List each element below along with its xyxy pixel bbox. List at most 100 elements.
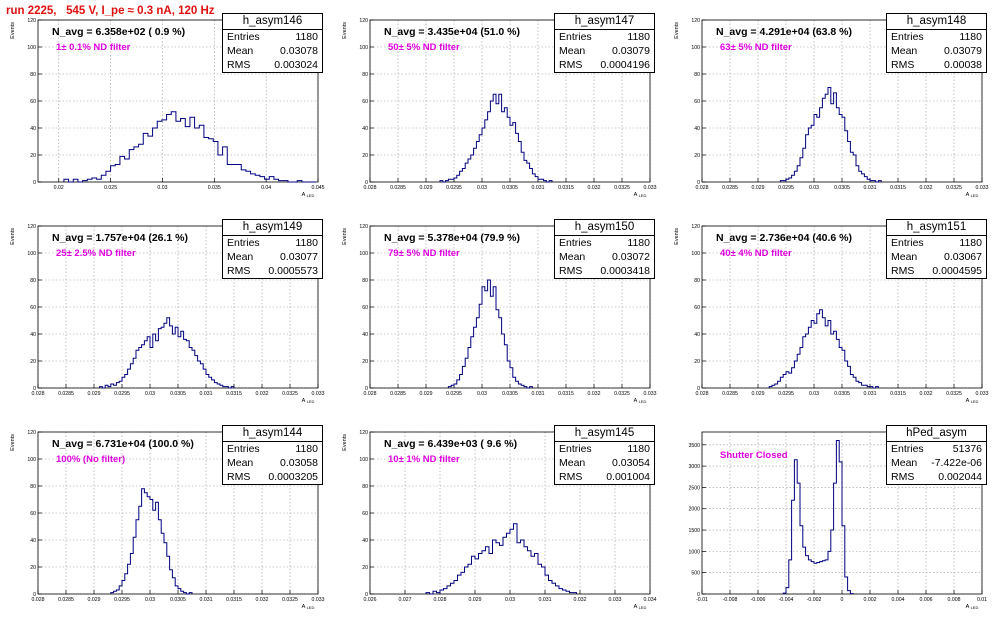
x-tick-label: 0.032: [920, 391, 933, 397]
histogram-bin: [552, 583, 556, 594]
histogram-bin: [820, 562, 823, 594]
stats-value: 0.03079: [612, 44, 650, 58]
x-axis-label: A LED: [966, 398, 979, 404]
histogram-bin: [116, 383, 119, 388]
y-tick-label: 40: [362, 538, 368, 544]
x-tick-label: 0.04: [261, 185, 271, 191]
x-tick-label: 0.034: [644, 597, 657, 603]
x-tick-label: 0.031: [539, 597, 552, 603]
y-tick-label: 0: [365, 180, 368, 186]
histogram-bin: [836, 441, 839, 594]
histogram-bin: [136, 350, 139, 388]
histogram-bin: [853, 155, 856, 182]
histogram-bin: [148, 136, 153, 182]
stats-value: 0.0005573: [268, 264, 318, 278]
histogram-bin: [274, 179, 279, 182]
histogram-bin: [831, 334, 834, 388]
x-tick-label: 0.0305: [170, 597, 186, 603]
x-tick-label: 0.033: [976, 185, 989, 191]
histogram-bin: [489, 554, 493, 595]
histogram-bin: [806, 135, 809, 182]
stats-value: 0.002044: [938, 470, 982, 484]
y-tick-label: 100: [359, 251, 368, 257]
x-tick-label: 0.028: [434, 597, 447, 603]
histogram-bin: [806, 334, 809, 388]
y-tick-label: 20: [694, 153, 700, 159]
histogram-bin: [485, 291, 488, 388]
histogram-name: hPed_asym: [887, 426, 986, 442]
histogram-bin: [157, 121, 162, 182]
histogram-bin: [831, 104, 834, 182]
histogram-bin: [524, 160, 527, 182]
histogram-bin: [513, 377, 516, 388]
x-tick-label: 0.0285: [390, 391, 406, 397]
histogram-bin: [500, 545, 504, 594]
histogram-bin: [457, 380, 460, 388]
histogram-bin: [170, 570, 173, 594]
histogram-bin: [125, 375, 128, 389]
stats-value: 51376: [953, 442, 982, 456]
histogram-bin: [862, 174, 865, 182]
histogram-bin: [472, 556, 476, 594]
histogram-bin: [516, 381, 519, 388]
histogram-bin: [460, 375, 463, 389]
histogram-name: h_asym149: [223, 220, 322, 236]
stats-label: Mean: [891, 251, 917, 263]
histogram-name: h_asym150: [555, 220, 654, 236]
x-tick-label: 0.01: [977, 597, 987, 603]
histogram-bin: [190, 117, 195, 182]
x-tick-label: 0.0315: [890, 391, 906, 397]
navg-label: N_avg = 6.439e+03 ( 9.6 %): [384, 438, 517, 450]
x-tick-label: 0.031: [200, 597, 213, 603]
histogram-bin: [143, 133, 148, 182]
histogram-bin: [566, 591, 570, 594]
histogram-bin: [150, 348, 153, 389]
histogram-bin: [800, 158, 803, 182]
navg-label: N_avg = 3.435e+04 (51.0 %): [384, 26, 520, 38]
histogram-bin: [125, 574, 128, 594]
histogram-bin: [265, 179, 270, 182]
y-tick-label: 40: [362, 332, 368, 338]
histogram-bin: [448, 387, 451, 388]
histogram-bin: [834, 93, 837, 182]
histogram-bin: [474, 148, 477, 182]
histogram-bin: [171, 112, 176, 182]
histogram-bin: [485, 120, 488, 182]
histogram-bin: [850, 375, 853, 389]
y-tick-label: 20: [362, 565, 368, 571]
histogram-bin: [73, 179, 78, 182]
histogram-bin: [488, 112, 491, 182]
histogram-bin: [260, 177, 265, 182]
x-tick-label: 0.03: [145, 597, 155, 603]
x-tick-label: 0.033: [644, 391, 657, 397]
histogram-bin: [510, 368, 513, 388]
histogram-bin: [496, 104, 499, 182]
histogram-bin: [828, 321, 831, 389]
histogram-bin: [859, 171, 862, 182]
histogram-bin: [803, 148, 806, 182]
x-tick-label: 0.0305: [502, 391, 518, 397]
histogram-bin: [471, 337, 474, 388]
histogram-bin: [111, 593, 114, 594]
y-tick-label: 60: [362, 305, 368, 311]
y-tick-label: 20: [362, 153, 368, 159]
histogram-bin: [516, 133, 519, 182]
histogram-bin: [186, 341, 189, 388]
histogram-bin: [853, 377, 856, 388]
stats-label: Entries: [227, 31, 260, 43]
histogram-bin: [226, 387, 229, 388]
x-tick-label: 0.045: [312, 185, 325, 191]
stats-value: 0.003024: [274, 58, 318, 72]
histogram-bin: [479, 554, 483, 595]
histogram-bin: [535, 554, 539, 595]
histogram-bin: [92, 178, 97, 182]
histogram-bin: [794, 460, 797, 594]
y-tick-label: 2000: [688, 507, 700, 513]
histogram-bin: [488, 280, 491, 388]
x-tick-label: 0.03: [809, 185, 819, 191]
histogram-bin: [808, 560, 811, 594]
